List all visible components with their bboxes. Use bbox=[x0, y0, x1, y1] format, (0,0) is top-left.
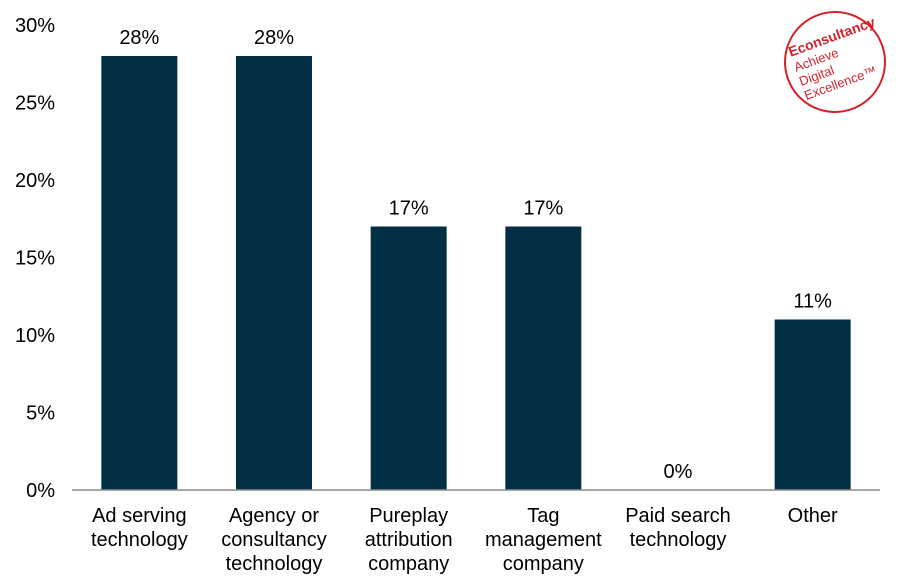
data-label: 28% bbox=[254, 27, 294, 49]
y-tick-label: 10% bbox=[15, 325, 55, 347]
category-label: technology bbox=[226, 553, 323, 575]
category-label: Tag bbox=[527, 505, 559, 527]
category-label: Ad serving bbox=[92, 505, 187, 527]
y-tick-label: 20% bbox=[15, 170, 55, 192]
data-label: 28% bbox=[119, 27, 159, 49]
data-label: 17% bbox=[389, 198, 429, 220]
y-tick-label: 5% bbox=[26, 403, 55, 425]
y-tick-label: 0% bbox=[26, 480, 55, 502]
bar bbox=[370, 226, 447, 490]
category-label: Other bbox=[788, 505, 838, 527]
category-label: company bbox=[368, 553, 449, 575]
category-label: technology bbox=[91, 529, 188, 551]
category-label: company bbox=[503, 553, 584, 575]
bars bbox=[101, 56, 851, 490]
category-label: Agency or bbox=[229, 505, 319, 527]
y-axis: 0% 5% 10% 15% 20% 25% 30% bbox=[15, 15, 55, 502]
bar bbox=[236, 56, 312, 490]
category-label: management bbox=[485, 529, 602, 551]
category-label: Paid search bbox=[625, 505, 731, 527]
y-tick-label: 25% bbox=[15, 93, 55, 115]
data-label: 11% bbox=[793, 291, 832, 313]
data-label: 0% bbox=[664, 461, 693, 483]
bar bbox=[101, 56, 178, 490]
category-label: technology bbox=[630, 529, 727, 551]
y-tick-label: 30% bbox=[15, 15, 55, 37]
logo-ring bbox=[784, 11, 886, 113]
category-label: attribution bbox=[365, 529, 453, 551]
econsultancy-logo: Econsultancy Achieve Digital Excellence™ bbox=[784, 11, 886, 113]
bar bbox=[774, 319, 851, 490]
data-label: 17% bbox=[523, 198, 563, 220]
y-tick-label: 15% bbox=[15, 248, 55, 270]
data-labels: 28% 28% 17% 17% 0% 11% bbox=[119, 27, 832, 483]
category-label: consultancy bbox=[221, 529, 327, 551]
bar bbox=[505, 226, 582, 490]
category-label: Pureplay bbox=[369, 505, 448, 527]
